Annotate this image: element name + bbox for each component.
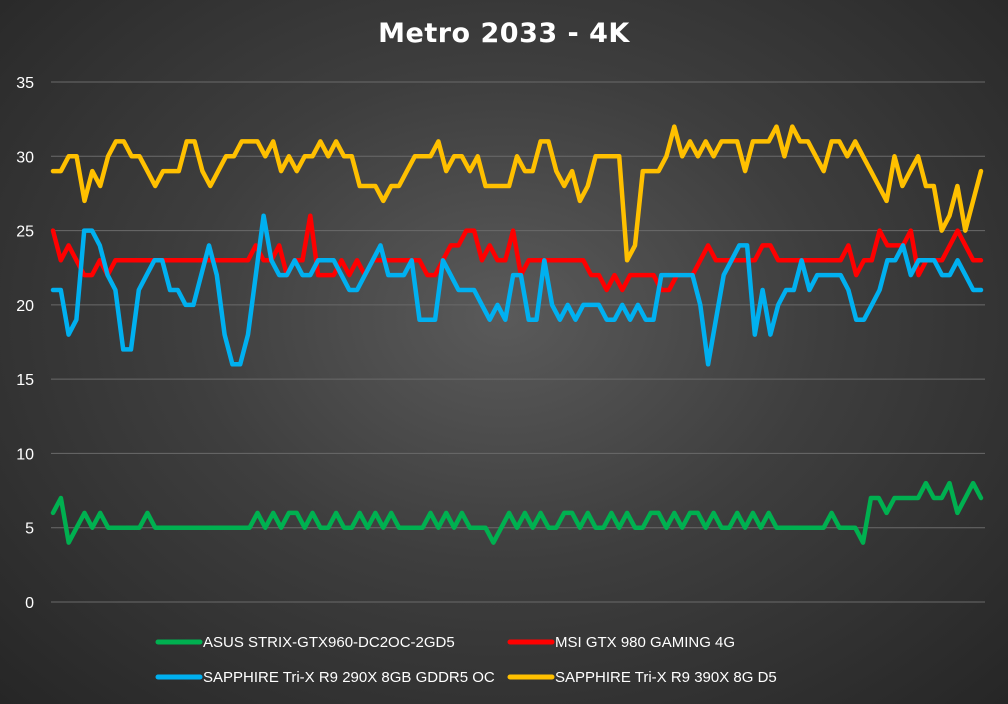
legend-label-1: ASUS STRIX-GTX960-DC2OC-2GD5	[203, 634, 455, 651]
y-tick-label: 35	[16, 75, 34, 92]
y-axis-ticks: 0 5 10 15 20 25 30 35	[16, 75, 34, 612]
series-lines	[50, 124, 984, 545]
legend-label-3: SAPPHIRE Tri-X R9 290X 8GB GDDR5 OC	[203, 669, 495, 686]
legend: ASUS STRIX-GTX960-DC2OC-2GD5 MSI GTX 980 …	[155, 634, 777, 686]
y-tick-label: 0	[25, 595, 34, 612]
y-tick-label: 20	[16, 298, 34, 315]
series-line-3	[50, 213, 984, 367]
y-tick-label: 5	[25, 521, 34, 538]
series-line-2	[50, 213, 984, 293]
series-line-1	[50, 480, 984, 545]
y-tick-label: 10	[16, 446, 34, 463]
y-tick-label: 15	[16, 372, 34, 389]
legend-label-2: MSI GTX 980 GAMING 4G	[555, 634, 735, 651]
y-tick-label: 30	[16, 149, 34, 166]
chart-title: Metro 2033 - 4K	[378, 18, 630, 49]
series-line-4	[50, 124, 984, 263]
legend-label-4: SAPPHIRE Tri-X R9 390X 8G D5	[555, 669, 777, 686]
y-tick-label: 25	[16, 224, 34, 241]
